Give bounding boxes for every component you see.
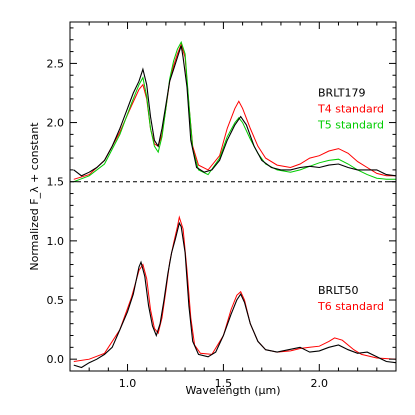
- y-tick-label: 0.5: [47, 294, 65, 307]
- legend-layer: BRLT179 T4 standard T5 standard BRLT50 T6 st…: [317, 87, 384, 314]
- series-line-t6-standard: [73, 215, 397, 362]
- y-tick-label: 0.0: [47, 353, 65, 366]
- series-line-brlt50: [73, 221, 397, 369]
- plot-frame: [69, 21, 397, 372]
- series-layer: [73, 40, 397, 369]
- legend-label-t5-standard: T5 standard: [317, 119, 384, 132]
- y-axis-label: Normalized F_λ + constant: [28, 122, 41, 271]
- x-tick-label: 1.5: [215, 377, 233, 390]
- legend-label-brlt179: BRLT179: [318, 87, 366, 100]
- ticks-layer: 1.0 1.5 2.0 0.0 0.5 1.0 1.5 2.0 2.5: [47, 22, 397, 390]
- x-tick-label: 2.0: [311, 377, 329, 390]
- legend-label-t6-standard: T6 standard: [317, 300, 384, 313]
- y-tick-label: 1.0: [47, 235, 65, 248]
- y-tick-label: 2.0: [47, 117, 65, 130]
- series-line-brlt179: [73, 45, 397, 177]
- y-tick-label: 1.5: [47, 176, 65, 189]
- y-tick-label: 2.5: [47, 57, 65, 70]
- series-line-t5-standard: [73, 40, 396, 183]
- legend-label-brlt50: BRLT50: [318, 284, 359, 297]
- x-tick-label: 1.0: [119, 377, 137, 390]
- legend-label-t4-standard: T4 standard: [317, 103, 384, 116]
- x-axis-label: Wavelength (μm): [185, 384, 280, 397]
